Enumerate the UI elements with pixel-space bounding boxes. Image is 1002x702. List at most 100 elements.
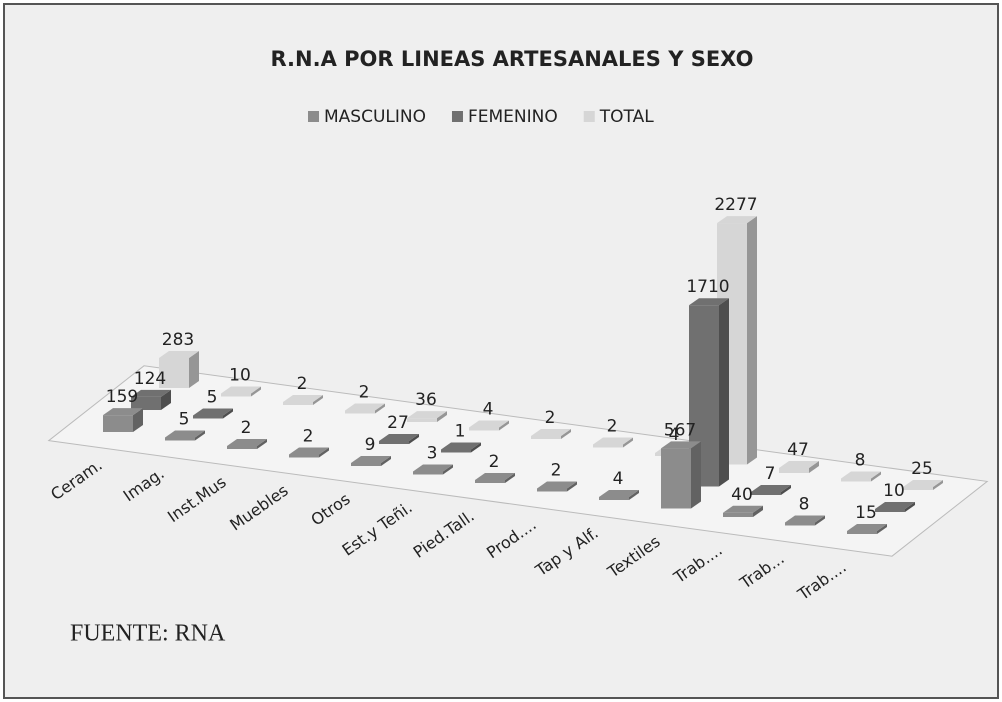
data-label: 2 <box>489 452 500 472</box>
bar <box>413 464 453 475</box>
bar-side <box>719 298 729 487</box>
data-label: 2 <box>607 417 618 437</box>
bar-front <box>847 531 877 534</box>
bar <box>283 395 323 405</box>
bar-top <box>841 471 881 479</box>
bar <box>531 429 571 439</box>
bar-front <box>599 497 629 500</box>
bar-front <box>283 402 313 405</box>
bar <box>193 408 233 419</box>
bar-side <box>195 430 205 441</box>
bar-side <box>381 456 391 466</box>
bar-side <box>471 442 481 453</box>
bar-front <box>841 478 871 482</box>
bar <box>103 408 143 432</box>
bar-top <box>751 485 791 492</box>
bar-front <box>903 487 933 490</box>
bar-front <box>103 415 133 432</box>
data-label: 8 <box>799 495 810 515</box>
data-label: 36 <box>415 390 437 410</box>
legend-swatch <box>451 111 463 122</box>
data-label: 2 <box>359 383 370 403</box>
data-label: 2 <box>303 427 314 447</box>
bar <box>751 485 791 495</box>
data-label: 1710 <box>686 277 729 297</box>
bar-side <box>437 411 447 422</box>
bar-side <box>505 473 515 483</box>
data-label: 9 <box>365 435 376 455</box>
bar-front <box>537 488 567 492</box>
bar-side <box>133 408 143 432</box>
bar-top <box>345 403 385 411</box>
data-label: 27 <box>387 413 409 433</box>
bar-side <box>499 420 509 431</box>
bar-front <box>723 512 753 517</box>
bar <box>131 389 171 410</box>
bar-top <box>785 515 825 523</box>
bar <box>351 456 391 466</box>
bar <box>779 461 819 473</box>
bar-front <box>221 393 251 397</box>
bar <box>593 437 633 448</box>
legend-label: FEMENINO <box>468 107 558 127</box>
data-label: 7 <box>765 464 776 484</box>
bar-front <box>345 410 375 414</box>
bar <box>785 515 825 526</box>
data-label: 25 <box>911 459 933 479</box>
bar-top <box>847 524 887 531</box>
bar-front <box>531 436 561 439</box>
bar-top <box>537 481 577 489</box>
bar <box>289 447 329 458</box>
legend-label: MASCULINO <box>324 107 426 127</box>
data-label: 2 <box>551 461 562 481</box>
bar-top <box>469 420 509 428</box>
data-label: 159 <box>106 387 138 407</box>
bar <box>407 411 447 422</box>
bar-side <box>319 447 329 458</box>
bar-front <box>227 446 257 449</box>
data-label: 8 <box>855 451 866 471</box>
bar-side <box>753 505 763 517</box>
bar-top <box>131 389 171 397</box>
data-label: 15 <box>855 503 877 523</box>
data-label: 124 <box>134 369 166 389</box>
data-label: 40 <box>731 485 753 505</box>
data-label: 283 <box>162 330 194 350</box>
data-label: 10 <box>883 481 905 501</box>
bar-side <box>443 464 453 475</box>
bar-top <box>723 505 763 513</box>
bar <box>165 430 205 441</box>
bar <box>875 502 915 512</box>
bar-top <box>159 351 199 359</box>
bar-front <box>475 480 505 483</box>
bar-side <box>747 216 757 465</box>
bar <box>599 490 639 500</box>
bar-front <box>751 492 781 495</box>
bar-front <box>407 418 437 422</box>
bar-side <box>877 524 887 534</box>
bar-side <box>257 439 267 449</box>
bar-side <box>409 434 419 444</box>
bar <box>841 471 881 482</box>
data-label: 567 <box>664 420 696 440</box>
bar-top <box>165 430 205 438</box>
bar <box>661 441 701 509</box>
bar-top <box>283 395 323 402</box>
data-label: 5 <box>207 388 218 408</box>
data-label: 4 <box>613 469 624 489</box>
bar-top <box>475 473 515 480</box>
bar-front <box>441 449 471 453</box>
bar <box>469 420 509 431</box>
data-label: 4 <box>669 425 680 445</box>
bar <box>441 442 481 453</box>
bar-top <box>351 456 391 463</box>
bar-side <box>561 429 571 439</box>
bar <box>159 351 199 388</box>
bar-top <box>407 411 447 419</box>
chart-title: R.N.A POR LINEAS ARTESANALES Y SEXO <box>271 47 754 71</box>
bar-top <box>875 502 915 509</box>
legend-label: TOTAL <box>599 107 654 127</box>
bar-top <box>103 408 143 416</box>
data-label: 2 <box>241 418 252 438</box>
